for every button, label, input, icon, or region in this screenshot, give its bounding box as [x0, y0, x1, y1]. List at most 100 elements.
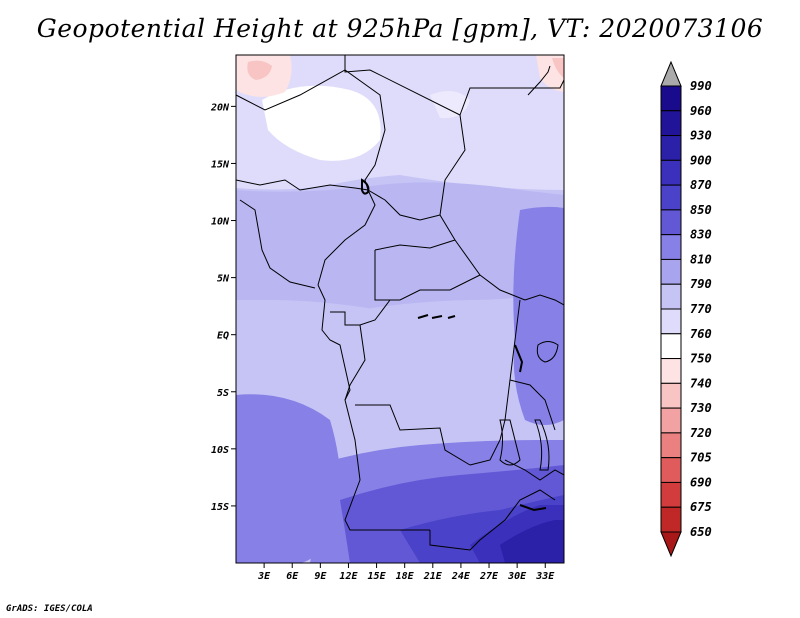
- latitude-axis: 20N 15N 10N 5N EQ 5S 10S 15S: [210, 102, 236, 513]
- colorbar-label: 760: [690, 327, 712, 341]
- border-namibia-botswana: [429, 530, 481, 551]
- border-gabon-congo: [330, 299, 391, 326]
- border-sahel-north: [236, 69, 386, 191]
- lat-tick: 5N: [217, 274, 236, 285]
- lat-tick: 10N: [211, 217, 236, 228]
- lon-tick: 33E: [535, 563, 555, 582]
- lon-tick: 24E: [451, 563, 471, 582]
- lon-tick-label: 9E: [314, 571, 327, 582]
- colorbar-labels: 990 960 930 900 870 850 830 810 790 770 …: [690, 79, 712, 539]
- lat-tick-label: 15N: [211, 159, 230, 170]
- lon-tick-label: 30E: [507, 571, 527, 582]
- colorbar-swatch: [660, 308, 682, 335]
- colorbar-label: 720: [690, 426, 712, 440]
- colorbar-swatch: [660, 407, 682, 434]
- lon-tick: 6E: [286, 563, 299, 582]
- field-band-equatorial: [236, 295, 564, 440]
- grads-credit: GrADS: IGES/COLA: [6, 604, 93, 614]
- longitude-axis: 3E 6E 9E 12E 15E 18E 21E 24E 27E 30E 33E: [257, 563, 555, 582]
- lake-tanganyika: [499, 419, 521, 466]
- map-title: Geopotential Height at 925hPa [gpm], VT:…: [36, 14, 764, 43]
- nile-delta-coast: [527, 65, 551, 96]
- lon-tick: 15E: [368, 563, 387, 582]
- lake-kariba: [519, 504, 547, 512]
- field-low-740-west: [247, 60, 272, 80]
- colorbar-label: 740: [690, 376, 712, 390]
- colorbar-swatch: [660, 184, 682, 211]
- colorbar-label: 790: [690, 277, 712, 291]
- lon-tick-label: 33E: [535, 571, 555, 582]
- colorbar-swatch: [660, 258, 682, 285]
- lat-tick-label: 10N: [211, 217, 230, 228]
- colorbar-bottom-cap: [660, 531, 682, 558]
- map-frame: [235, 54, 565, 564]
- lake-victoria: [536, 341, 559, 363]
- river-congo: [417, 314, 456, 319]
- border-zambia-mozambique: [504, 459, 564, 481]
- colorbar-swatch: [660, 209, 682, 236]
- field-low-740-east: [552, 58, 564, 78]
- lon-tick: 9E: [314, 563, 327, 582]
- colorbar-label: 960: [690, 104, 712, 118]
- colorbar-swatch: [660, 358, 682, 384]
- colorbar-label: 705: [690, 451, 712, 465]
- lat-tick-label: 20N: [210, 102, 230, 113]
- colorbar-boxes: [660, 85, 682, 533]
- field-east-830: [513, 206, 564, 425]
- colorbar-label: 675: [690, 500, 712, 514]
- border-car-drc: [374, 250, 481, 301]
- colorbar-swatch: [660, 135, 682, 161]
- colorbar-swatch: [660, 85, 682, 112]
- colorbar-label: 900: [690, 153, 712, 167]
- colorbar-swatch: [660, 333, 682, 360]
- colorbar-label: 730: [690, 401, 712, 415]
- coast-west-africa: [239, 199, 316, 289]
- border-uganda-kenya: [524, 294, 564, 306]
- colorbar-label: 990: [690, 79, 712, 93]
- lat-tick-label: EQ: [217, 331, 229, 342]
- coast-angola: [344, 399, 430, 531]
- lat-tick: 15N: [211, 159, 236, 170]
- colorbar-top-cap: [660, 60, 682, 87]
- colorbar-label: 750: [690, 352, 712, 366]
- border-chad-sudan: [439, 114, 526, 301]
- lon-tick: 18E: [396, 563, 415, 582]
- colorbar-label: 830: [690, 228, 712, 242]
- field-patch-north: [430, 91, 470, 119]
- lat-tick: 5S: [217, 388, 236, 399]
- height-field: [236, 55, 564, 563]
- colorbar-label: 850: [690, 203, 712, 217]
- lon-tick-label: 18E: [396, 571, 415, 582]
- colorbar-swatch: [660, 506, 682, 533]
- colorbar-swatch: [660, 110, 682, 137]
- lon-tick-label: 15E: [368, 571, 387, 582]
- colorbar-label: 810: [690, 252, 712, 266]
- lat-tick-label: 5S: [217, 388, 229, 399]
- lon-tick-label: 3E: [257, 571, 271, 582]
- lake-malawi: [534, 419, 550, 471]
- lon-tick: 30E: [507, 563, 527, 582]
- lon-tick-label: 21E: [423, 571, 443, 582]
- field-low-770: [262, 85, 381, 161]
- colorbar-label: 650: [690, 525, 712, 539]
- lon-tick-label: 27E: [479, 571, 499, 582]
- lat-tick: EQ: [217, 331, 236, 342]
- field-band-810: [236, 182, 564, 310]
- colorbar-swatch: [660, 234, 682, 260]
- border-libya-chad: [344, 55, 461, 116]
- border-chad-car: [367, 189, 441, 221]
- border-zimbabwe: [479, 489, 556, 541]
- colorbar-swatch: [660, 457, 682, 483]
- border-angola-drc: [355, 404, 471, 466]
- lat-tick-label: 15S: [211, 502, 229, 513]
- lat-tick: 20N: [210, 102, 236, 113]
- colorbar-label: 930: [690, 129, 712, 143]
- country-borders: [236, 55, 564, 551]
- border-car-north: [374, 239, 456, 251]
- lat-tick: 15S: [211, 502, 236, 513]
- coast-gulf-guinea: [317, 284, 351, 401]
- colorbar-label: 770: [690, 302, 712, 316]
- colorbar-swatch: [660, 432, 682, 459]
- border-egypt-sudan: [459, 79, 564, 116]
